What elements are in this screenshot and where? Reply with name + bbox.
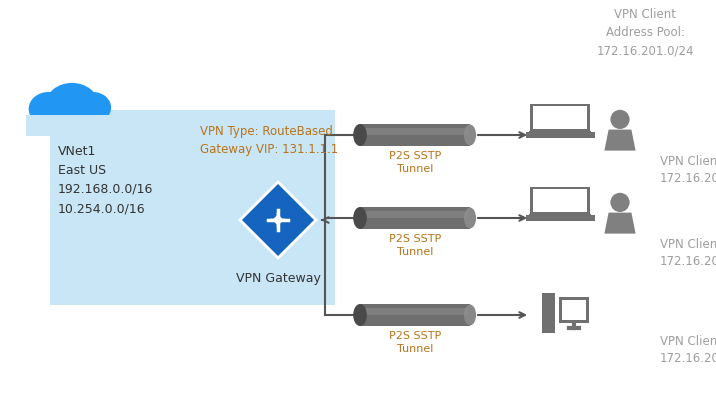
Ellipse shape — [464, 124, 476, 146]
Text: P2S SSTP
Tunnel: P2S SSTP Tunnel — [389, 151, 441, 174]
Bar — [558, 297, 589, 323]
Bar — [526, 215, 594, 221]
Bar — [533, 106, 587, 129]
Ellipse shape — [74, 92, 111, 123]
Ellipse shape — [45, 83, 99, 127]
Text: VNet1
East US
192.168.0.0/16
10.254.0.0/16: VNet1 East US 192.168.0.0/16 10.254.0.0/… — [58, 145, 153, 215]
Text: VPN Client
172.16.201.12: VPN Client 172.16.201.12 — [660, 238, 716, 268]
Ellipse shape — [353, 207, 367, 229]
FancyBboxPatch shape — [50, 110, 335, 305]
Polygon shape — [604, 213, 636, 234]
Bar — [526, 132, 594, 138]
Text: P2S SSTP
Tunnel: P2S SSTP Tunnel — [389, 331, 441, 354]
Ellipse shape — [29, 92, 68, 126]
Bar — [362, 211, 468, 218]
Bar — [360, 304, 470, 326]
Ellipse shape — [464, 305, 476, 325]
Bar — [362, 308, 468, 315]
Bar — [26, 115, 117, 136]
Circle shape — [611, 193, 629, 212]
Polygon shape — [604, 130, 636, 151]
Bar — [360, 124, 470, 146]
Bar — [530, 104, 590, 132]
Bar — [561, 300, 586, 320]
Bar — [541, 293, 556, 333]
Bar — [530, 187, 590, 215]
Polygon shape — [240, 182, 316, 258]
Text: VPN Client
Address Pool:
172.16.201.0/24: VPN Client Address Pool: 172.16.201.0/24 — [596, 8, 694, 57]
Ellipse shape — [464, 208, 476, 228]
Text: VPN Client
172.16.201.11: VPN Client 172.16.201.11 — [660, 155, 716, 185]
Ellipse shape — [353, 124, 367, 146]
Text: P2S SSTP
Tunnel: P2S SSTP Tunnel — [389, 234, 441, 257]
Bar — [362, 129, 468, 135]
Ellipse shape — [353, 304, 367, 326]
Text: VPN Type: RouteBased
Gateway VIP: 131.1.1.1: VPN Type: RouteBased Gateway VIP: 131.1.… — [200, 125, 338, 156]
Ellipse shape — [47, 106, 82, 132]
Circle shape — [611, 110, 629, 129]
Text: VPN Gateway: VPN Gateway — [236, 272, 321, 285]
Bar — [360, 207, 470, 229]
Text: VPN Client
172.16.201.13: VPN Client 172.16.201.13 — [660, 335, 716, 365]
Bar — [533, 189, 587, 212]
Ellipse shape — [67, 106, 97, 130]
